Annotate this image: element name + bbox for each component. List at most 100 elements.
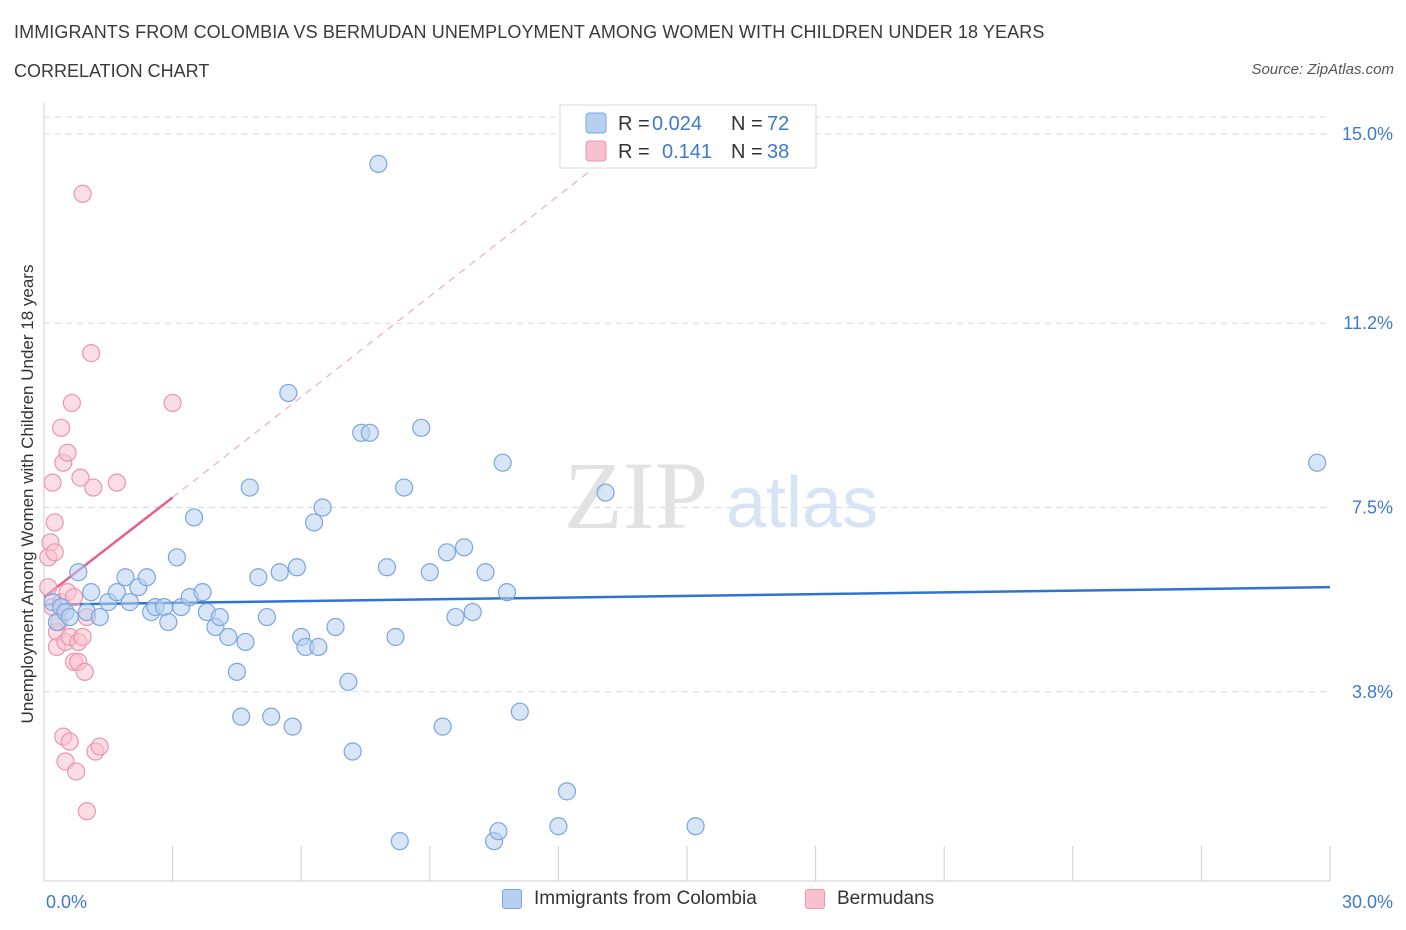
- legend-n-label: N =: [731, 141, 763, 163]
- data-point-bermudans: [73, 627, 92, 647]
- data-point-colombia: [686, 817, 705, 836]
- data-point-colombia: [343, 742, 362, 761]
- data-point-bermudans: [52, 418, 71, 437]
- y-tick-labels: 3.8% 7.5% 11.2% 15.0%: [1342, 124, 1393, 702]
- watermark: ZIP atlas: [564, 442, 878, 549]
- legend-r-value: 0.141: [662, 141, 712, 163]
- data-point-colombia: [596, 483, 615, 502]
- data-point-colombia: [60, 607, 79, 627]
- data-point-colombia: [232, 707, 251, 726]
- data-point-colombia: [493, 453, 512, 472]
- data-point-bermudans: [67, 762, 86, 781]
- data-point-bermudans: [62, 393, 81, 413]
- data-point-colombia: [236, 632, 255, 652]
- y-tick-label: 7.5%: [1352, 498, 1393, 518]
- data-point-colombia: [262, 707, 281, 726]
- data-point-bermudans: [90, 737, 109, 756]
- data-point-colombia: [304, 513, 324, 532]
- data-point-colombia: [227, 662, 246, 681]
- data-point-colombia: [394, 478, 414, 497]
- data-point-bermudans: [64, 588, 84, 607]
- legend-swatch-pink: [805, 889, 825, 909]
- data-point-bermudans: [77, 802, 96, 821]
- x-tick-label: 30.0%: [1342, 892, 1393, 912]
- data-point-colombia: [369, 154, 388, 173]
- data-point-colombia: [116, 568, 135, 587]
- data-point-colombia: [309, 637, 328, 657]
- data-point-bermudans: [45, 543, 64, 562]
- data-point-colombia: [386, 627, 405, 647]
- data-point-colombia: [497, 583, 517, 602]
- data-point-bermudans: [71, 468, 90, 487]
- data-point-bermudans: [60, 732, 79, 751]
- x-tick-labels: 0.0% 30.0%: [46, 892, 1393, 912]
- legend-swatch-pink: [585, 140, 607, 162]
- data-point-bermudans: [73, 184, 92, 203]
- data-point-colombia: [279, 383, 298, 403]
- data-point-bermudans: [82, 344, 101, 363]
- data-point-bermudans: [75, 662, 94, 681]
- chart-title: IMMIGRANTS FROM COLOMBIA VS BERMUDAN UNE…: [14, 22, 1045, 42]
- y-tick-label: 15.0%: [1342, 124, 1393, 144]
- data-point-colombia: [69, 563, 88, 582]
- data-point-colombia: [420, 563, 439, 582]
- legend-label-colombia: Immigrants from Colombia: [534, 888, 757, 909]
- y-tick-label: 3.8%: [1352, 682, 1393, 702]
- trend-line-colombia: [43, 585, 1331, 606]
- data-point-colombia: [270, 563, 289, 582]
- data-point-colombia: [437, 543, 457, 562]
- series-colombia: [43, 154, 1327, 851]
- data-point-colombia: [82, 583, 101, 602]
- x-tick-label: 0.0%: [46, 892, 87, 912]
- source-credit: Source: ZipAtlas.com: [1251, 61, 1394, 78]
- data-point-colombia: [90, 607, 109, 627]
- data-point-colombia: [339, 672, 358, 691]
- legend-item-colombia: Immigrants from Colombia: [502, 888, 757, 910]
- data-point-colombia: [313, 498, 332, 517]
- data-point-colombia: [463, 602, 482, 622]
- data-point-colombia: [433, 717, 452, 736]
- data-point-colombia: [137, 568, 156, 587]
- axes: [43, 103, 1331, 882]
- data-point-colombia: [412, 418, 431, 437]
- series-bermudans: [39, 184, 182, 821]
- legend-r-label: R =: [618, 113, 650, 135]
- data-point-colombia: [454, 538, 474, 557]
- data-point-colombia: [154, 597, 174, 617]
- data-point-colombia: [159, 612, 178, 632]
- y-tick-label: 11.2%: [1343, 313, 1393, 333]
- legend-n-label: N =: [731, 113, 763, 135]
- data-point-colombia: [360, 423, 379, 442]
- legend-r-value: 0.024: [652, 113, 702, 135]
- data-point-colombia: [326, 617, 345, 637]
- data-point-colombia: [283, 717, 302, 736]
- y-axis-label: Unemployment Among Women with Children U…: [18, 265, 37, 724]
- legend-n-value: 38: [767, 141, 789, 163]
- data-point-colombia: [249, 568, 268, 587]
- data-point-bermudans: [84, 478, 103, 497]
- data-point-bermudans: [45, 513, 64, 532]
- data-point-colombia: [210, 607, 229, 627]
- data-point-colombia: [240, 478, 259, 497]
- data-point-colombia: [184, 508, 204, 527]
- data-point-colombia: [257, 607, 277, 627]
- data-point-colombia: [446, 607, 465, 627]
- data-point-colombia: [287, 558, 307, 577]
- data-point-colombia: [107, 583, 126, 602]
- data-point-colombia: [390, 832, 409, 851]
- data-point-colombia: [219, 627, 238, 647]
- data-point-colombia: [120, 593, 139, 612]
- data-point-colombia: [510, 702, 529, 721]
- data-point-bermudans: [58, 443, 77, 462]
- trend-lines: [43, 168, 1331, 606]
- trend-line-bermudans-extension: [172, 168, 594, 499]
- legend-top: R = 0.024 N = 72 R = 0.141 N = 38: [559, 104, 817, 169]
- data-point-colombia: [193, 583, 212, 602]
- chart-subtitle: CORRELATION CHART: [14, 61, 210, 81]
- legend-n-value: 72: [767, 113, 789, 135]
- legend-bottom: Immigrants from Colombia Bermudans: [0, 888, 1406, 916]
- data-point-colombia: [476, 563, 495, 582]
- watermark-zip: ZIP: [564, 442, 708, 549]
- legend-swatch-blue: [585, 112, 607, 134]
- legend-label-bermudans: Bermudans: [837, 888, 935, 909]
